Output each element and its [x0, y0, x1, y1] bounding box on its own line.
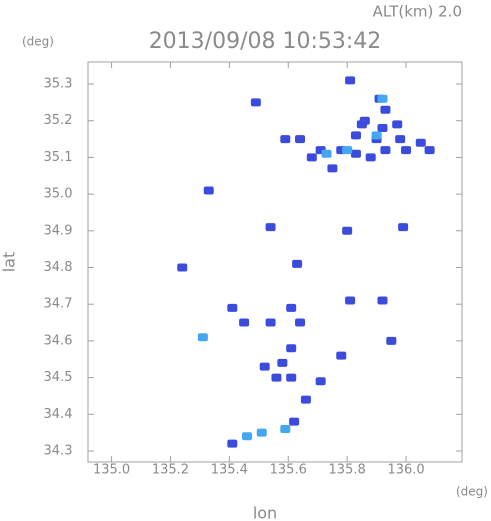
radar-echo [336, 351, 347, 360]
radar-echo [265, 318, 276, 327]
x-tick-label: 135.0 [93, 463, 130, 478]
y-tick-label: 34.4 [44, 407, 73, 422]
y-tick-label: 35.1 [44, 150, 73, 165]
radar-echo [345, 76, 356, 85]
radar-echo [300, 395, 311, 404]
radar-echo [271, 373, 282, 382]
x-axis-title: lon [253, 504, 277, 521]
x-tick-label: 135.6 [270, 463, 307, 478]
x-tick-label: 135.2 [152, 463, 189, 478]
y-tick-label: 35.2 [44, 113, 73, 128]
x-tick-label: 135.8 [329, 463, 366, 478]
y-tick-label: 34.5 [44, 370, 73, 385]
plot-frame [87, 61, 463, 463]
radar-echo [342, 226, 353, 235]
radar-echo [177, 263, 188, 272]
radar-echo [380, 146, 391, 155]
radar-echo [380, 105, 391, 114]
y-axis-title: lat [0, 252, 19, 273]
radar-echo [365, 153, 376, 162]
radar-echo [395, 135, 406, 144]
radar-echo [227, 303, 238, 312]
radar-echo [356, 120, 367, 129]
radar-echo [321, 149, 332, 158]
y-tick-label: 34.6 [44, 333, 73, 348]
radar-echo [350, 149, 361, 158]
radar-echo [377, 296, 388, 305]
radar-echo [203, 186, 214, 195]
radar-echo [401, 146, 412, 155]
radar-echo [227, 439, 238, 448]
chart-title: 2013/09/08 10:53:42 [149, 29, 382, 54]
radar-echo [277, 358, 288, 367]
radar-echo [295, 135, 306, 144]
radar-echo [289, 417, 300, 426]
radar-echo [398, 223, 409, 232]
radar-echo [377, 124, 388, 133]
radar-echo [286, 303, 297, 312]
radar-echo [315, 377, 326, 386]
radar-echo [424, 146, 435, 155]
radar-echo [292, 259, 303, 268]
x-unit: (deg) [456, 485, 488, 499]
radar-echo [286, 344, 297, 353]
radar-echo [259, 362, 270, 371]
radar-echo [342, 146, 353, 155]
radar-echo [197, 333, 208, 342]
y-tick-label: 34.7 [44, 297, 73, 312]
y-tick-label: 35.3 [44, 77, 73, 92]
radar-echo [250, 98, 261, 107]
radar-echo [306, 153, 317, 162]
altitude-label: ALT(km) 2.0 [373, 3, 462, 21]
radar-echo [295, 318, 306, 327]
x-tick-label: 135.4 [211, 463, 248, 478]
y-unit: (deg) [22, 35, 54, 49]
radar-echo [239, 318, 250, 327]
radar-echo [286, 373, 297, 382]
y-tick-label: 34.8 [44, 260, 73, 275]
y-tick-label: 34.3 [44, 443, 73, 458]
radar-echo [415, 138, 426, 147]
x-tick-label: 136.0 [387, 463, 424, 478]
radar-echo [280, 424, 291, 433]
y-tick-label: 34.9 [44, 223, 73, 238]
radar-echo [371, 131, 382, 140]
radar-echo [392, 120, 403, 129]
radar-echo [386, 336, 397, 345]
radar-echo [280, 135, 291, 144]
y-tick-label: 35.0 [44, 187, 73, 202]
radar-echo [256, 428, 267, 437]
radar-echo [327, 164, 338, 173]
radar-echo [377, 94, 388, 103]
radar-echo [265, 223, 276, 232]
radar-echo [345, 296, 356, 305]
radar-echo [242, 432, 253, 441]
radar-echo [350, 131, 361, 140]
